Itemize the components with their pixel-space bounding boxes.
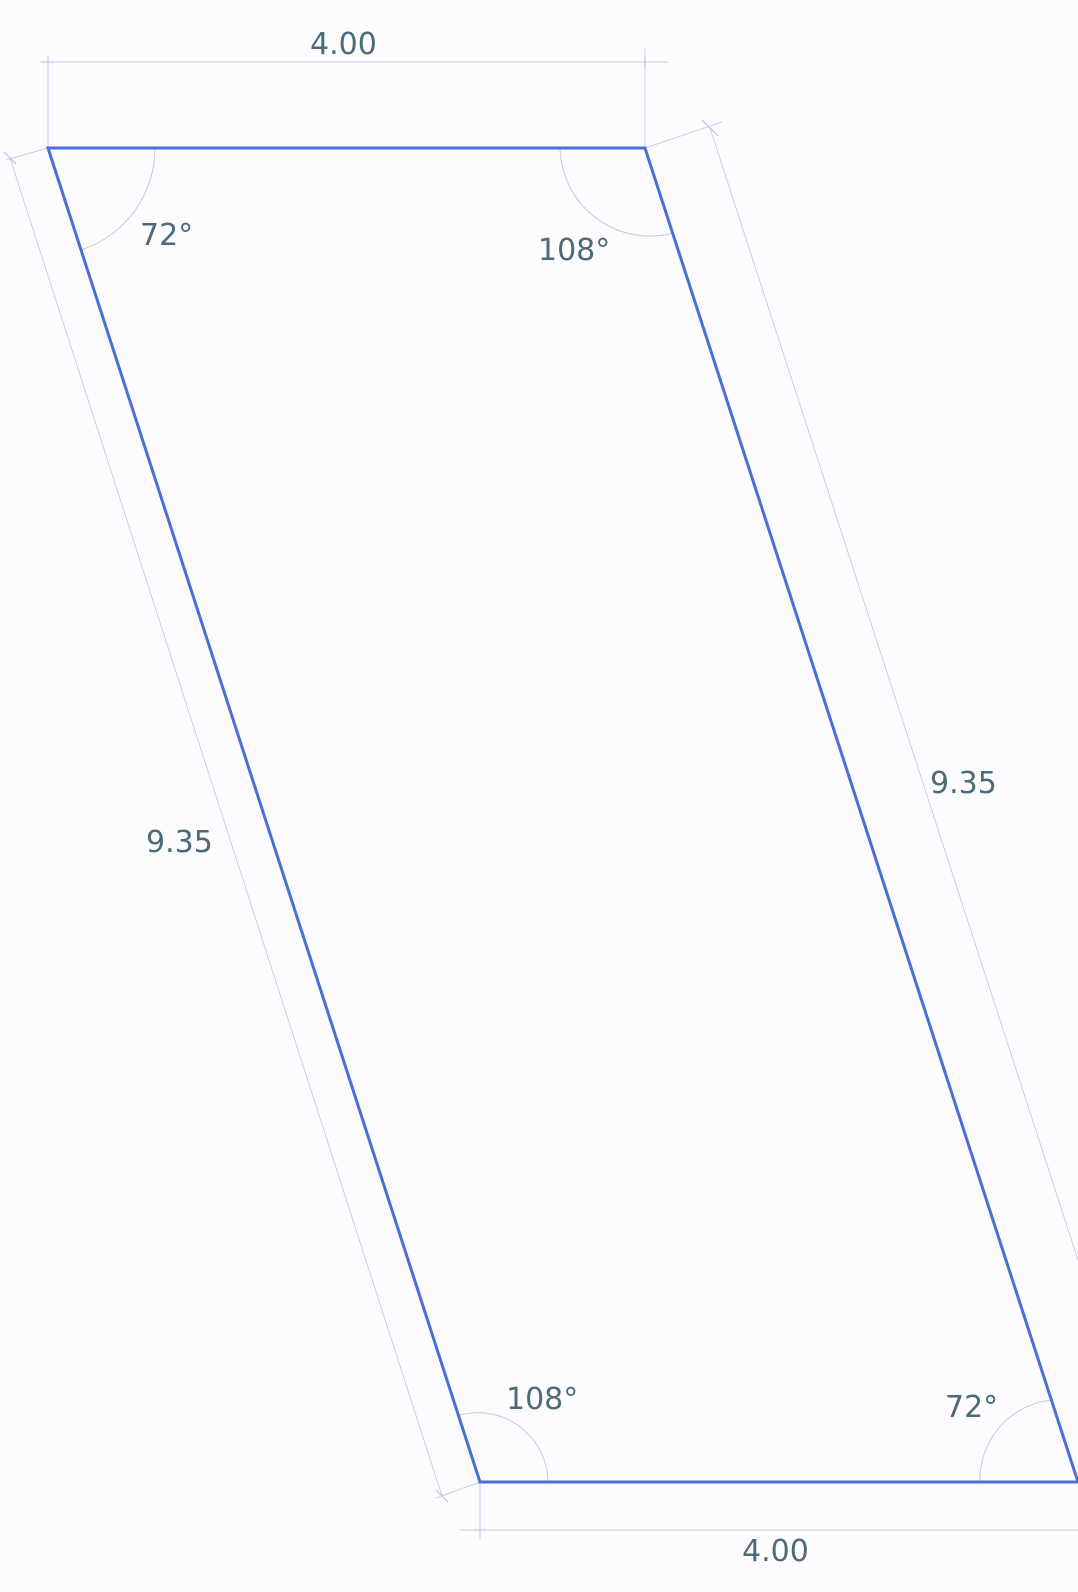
top-right-angle-label: 108° bbox=[538, 233, 610, 268]
top-left-angle-label: 72° bbox=[140, 218, 193, 253]
left-dimension-tick-bottom bbox=[435, 1489, 449, 1503]
top-right-angle-arc bbox=[559, 147, 674, 237]
bottom-right-angle-arc bbox=[979, 1399, 1053, 1483]
bottom-right-angle-label: 72° bbox=[945, 1390, 998, 1425]
right-length-label: 9.35 bbox=[930, 766, 997, 801]
dimension-lines bbox=[3, 48, 1078, 1540]
angle-arcs bbox=[80, 147, 1053, 1483]
bottom-left-angle-label: 108° bbox=[506, 1382, 578, 1417]
bottom-left-angle-arc bbox=[456, 1412, 549, 1483]
top-left-angle-arc bbox=[80, 147, 156, 251]
left-dimension-tick-top bbox=[3, 151, 17, 165]
right-dimension-tick-top bbox=[701, 119, 719, 137]
right-dimension-ext-top bbox=[644, 121, 723, 149]
left-dimension-ext-top bbox=[5, 147, 49, 161]
left-dimension-line bbox=[9, 157, 443, 1497]
top-length-label: 4.00 bbox=[310, 27, 377, 62]
left-length-label: 9.35 bbox=[146, 825, 213, 860]
bottom-length-label: 4.00 bbox=[742, 1534, 809, 1569]
parallelogram-outline bbox=[45, 146, 1078, 1484]
left-dimension-ext-bottom bbox=[435, 1481, 481, 1499]
right-dimension-line bbox=[709, 127, 1078, 1261]
